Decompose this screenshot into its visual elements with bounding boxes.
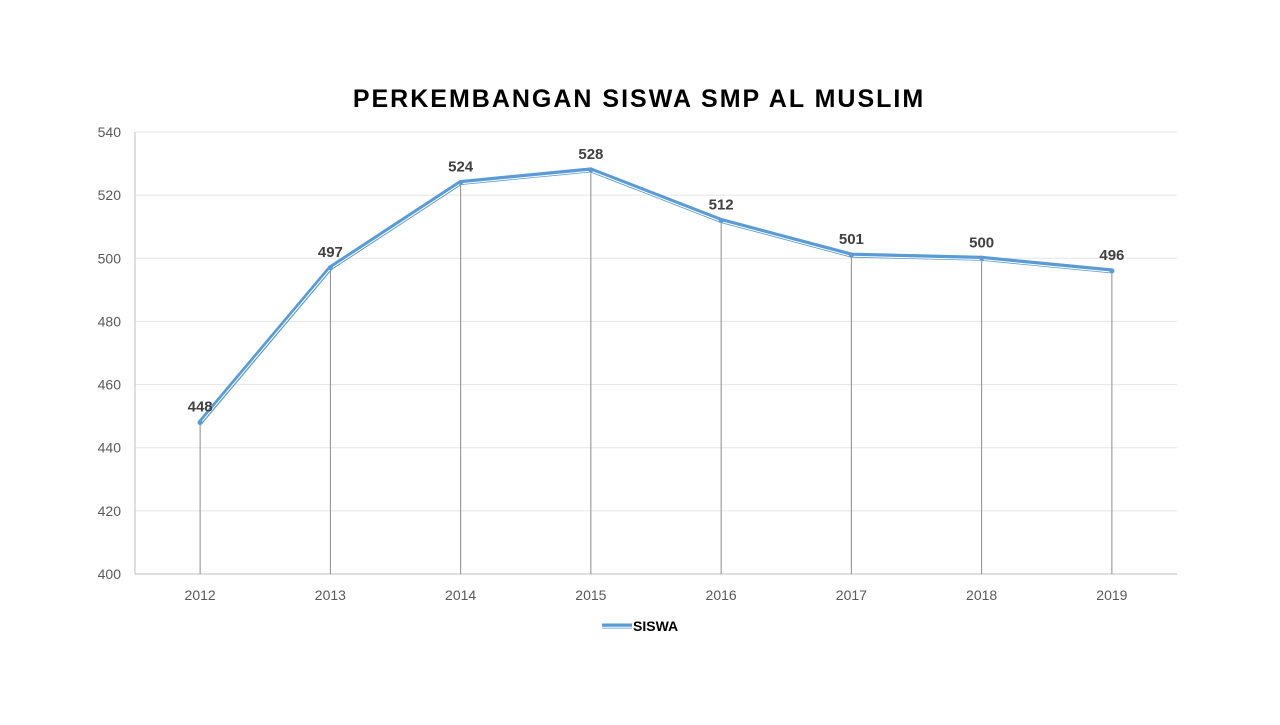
data-label: 501 [839,231,864,248]
chart-title: PERKEMBANGAN SISWA SMP AL MUSLIM [353,85,925,113]
series-line-highlight [199,170,1112,425]
y-tick-label: 460 [98,377,122,393]
data-point [979,255,985,261]
x-tick-label: 2013 [315,587,346,603]
y-tick-label: 500 [98,250,122,266]
data-label: 496 [1099,247,1124,264]
x-tick-label: 2012 [185,587,216,603]
x-tick-label: 2015 [575,587,606,603]
data-point [588,167,594,173]
x-tick-label: 2014 [445,587,476,603]
x-tick-label: 2019 [1096,587,1127,603]
y-tick-label: 400 [98,566,122,582]
data-point [848,252,854,258]
series-lines [197,167,1115,425]
data-point [327,265,333,271]
x-tick-label: 2017 [836,587,867,603]
y-axis: 400 420 440 460 480 500 520 540 [98,124,136,582]
data-label: 448 [188,398,213,415]
data-point [718,217,724,223]
y-tick-label: 420 [98,503,122,519]
legend: SISWA [602,618,678,634]
data-label: 512 [709,196,734,213]
y-tick-label: 480 [98,313,122,329]
x-tick-label: 2018 [966,587,997,603]
data-label: 524 [448,159,474,176]
y-tick-label: 440 [98,440,122,456]
data-point [458,180,464,186]
data-labels: 448 497 524 528 512 501 500 496 [188,146,1125,416]
y-tick-label: 540 [98,124,122,140]
data-label: 500 [969,234,994,251]
data-point [197,419,203,425]
y-tick-label: 520 [98,187,122,203]
x-axis: 2012 2013 2014 2015 2016 2017 2018 2019 [135,573,1177,603]
drop-lines [199,169,1113,574]
data-point [1109,268,1115,274]
data-label: 497 [318,244,343,261]
gridlines [135,131,1177,512]
legend-label: SISWA [633,618,678,634]
data-label: 528 [578,146,603,163]
x-tick-label: 2016 [706,587,737,603]
series-line [197,167,1115,425]
